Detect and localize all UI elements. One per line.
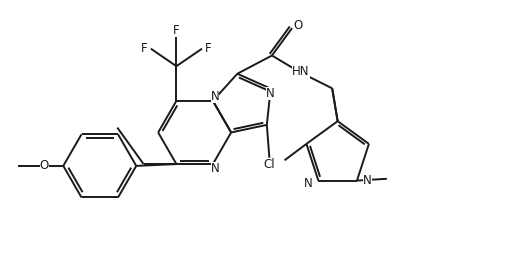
Text: N: N xyxy=(303,177,312,190)
Text: F: F xyxy=(141,42,148,55)
Text: F: F xyxy=(173,24,180,37)
Text: N: N xyxy=(211,90,219,103)
Text: Cl: Cl xyxy=(264,158,275,171)
Text: HN: HN xyxy=(292,65,310,78)
Text: N: N xyxy=(266,87,275,100)
Text: O: O xyxy=(294,19,303,32)
Text: O: O xyxy=(40,159,49,172)
Text: N: N xyxy=(211,162,219,175)
Text: F: F xyxy=(205,42,212,55)
Text: N: N xyxy=(363,174,372,187)
